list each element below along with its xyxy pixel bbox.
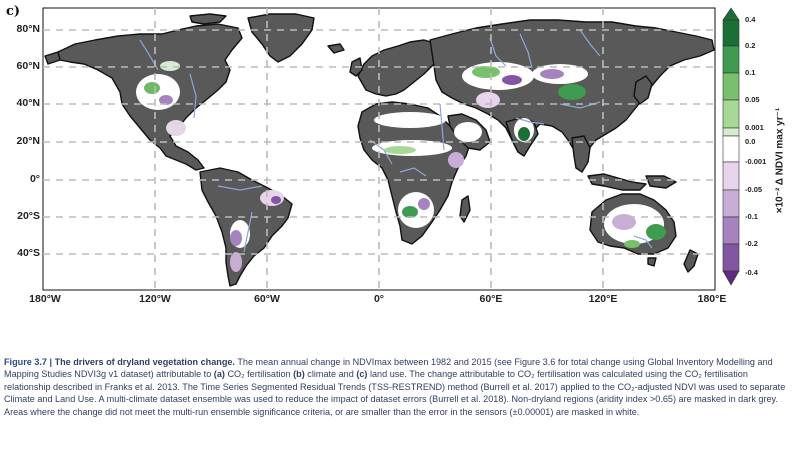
colorbar-tick-10: -0.4 xyxy=(745,268,758,277)
se-asia xyxy=(571,135,591,173)
river-amazon xyxy=(217,185,263,191)
lat-label-20s: 20°S xyxy=(17,210,40,222)
colorbar-bin-1 xyxy=(722,19,740,47)
colorbar-tick-4: 0.001 xyxy=(745,123,764,132)
lon-label-60e: 60°E xyxy=(479,293,503,305)
colorbar-cap-top xyxy=(722,7,740,21)
colorbar-tick-3: 0.05 xyxy=(745,95,760,104)
colorbar-tick-0: 0.4 xyxy=(745,15,756,24)
colorbar-bin-4 xyxy=(722,99,740,129)
river-niger xyxy=(369,139,393,165)
colorbar-tick-1: 0.2 xyxy=(745,41,756,50)
dryland-australia-green-south xyxy=(624,240,640,248)
caption-figure-number: Figure 3.7 | xyxy=(4,357,53,367)
caption-b-label: (b) xyxy=(293,369,305,380)
colorbar-tick-7: -0.05 xyxy=(745,185,763,194)
dryland-china-green xyxy=(558,84,586,100)
caption-a-label: (a) xyxy=(213,369,225,380)
river-ob xyxy=(489,37,507,67)
dryland-horn xyxy=(448,152,464,168)
iceland xyxy=(327,43,345,54)
tasmania xyxy=(647,257,657,267)
dryland-canada-prairies xyxy=(160,61,180,71)
lon-label-120e: 120°E xyxy=(588,293,618,305)
lon-label-0: 0° xyxy=(373,293,385,305)
colorbar-bin-5 xyxy=(722,127,740,137)
rivers xyxy=(139,29,653,253)
dryland-sahel-green xyxy=(384,146,416,154)
dryland-mexico xyxy=(166,120,186,136)
world-map xyxy=(42,7,740,291)
dryland-west-usa-green xyxy=(144,82,160,94)
lat-label-0: 0° xyxy=(29,173,40,185)
colorbar-tick-9: -0.2 xyxy=(745,239,758,248)
dryland-patagonia xyxy=(230,252,242,272)
lon-label-180w: 180°W xyxy=(29,293,61,305)
colorbar-bin-6 xyxy=(722,135,740,163)
dryland-ne-brazil-purple xyxy=(271,196,281,204)
lon-label-60w: 60°W xyxy=(254,293,280,305)
greenland xyxy=(247,13,315,63)
river-lena xyxy=(579,29,601,57)
river-yenisei xyxy=(519,33,533,69)
river-nile xyxy=(439,103,445,151)
lat-label-40s: 40°S xyxy=(17,247,40,259)
colorbar-bin-2 xyxy=(722,45,740,74)
arctic-islands xyxy=(189,13,227,25)
river-mississippi xyxy=(189,73,197,119)
dryland-india-green xyxy=(518,127,530,141)
caption-text-2: land use. The change attributable to CO₂… xyxy=(4,369,786,417)
colorbar-tick-6: -0.001 xyxy=(745,157,767,166)
dryland-chaco-purple xyxy=(230,230,242,246)
dryland-iran xyxy=(476,92,500,108)
colorbar-bin-7 xyxy=(722,161,740,191)
lon-label-180e: 180°E xyxy=(697,293,727,305)
figure-caption: Figure 3.7 | The drivers of dryland vege… xyxy=(4,356,792,418)
colorbar-tick-8: -0.1 xyxy=(745,212,758,221)
graticule xyxy=(43,8,715,290)
caption-a-text: CO₂ fertilisation xyxy=(224,369,294,380)
dryland-central-asia-green xyxy=(472,66,500,78)
dryland-southern-africa-purple xyxy=(418,198,430,210)
alaska-tip xyxy=(44,51,61,65)
panel-label: c) xyxy=(6,4,21,19)
dryland-sahara-strip xyxy=(374,112,446,128)
colorbar-bin-9 xyxy=(722,216,740,245)
lat-label-60n: 60°N xyxy=(16,60,40,72)
madagascar xyxy=(459,195,471,223)
dryland-change-regions xyxy=(136,61,666,272)
dryland-australia-purple xyxy=(612,214,636,230)
lat-label-40n: 40°N xyxy=(16,97,40,109)
caption-title: The drivers of dryland vegetation change… xyxy=(54,357,235,367)
river-parana xyxy=(243,211,253,253)
caption-text-1: The mean annual change in NDVImax betwee… xyxy=(4,357,773,380)
dryland-australia-green-east xyxy=(646,224,666,240)
colorbar-bin-3 xyxy=(722,72,740,101)
japan xyxy=(633,75,653,105)
new-guinea xyxy=(645,175,677,189)
caption-b-text: climate and xyxy=(304,369,357,380)
lat-label-20n: 20°N xyxy=(16,135,40,147)
dryland-central-asia-purple xyxy=(502,75,522,85)
caption-c-label: (c) xyxy=(356,369,368,380)
river-ganges xyxy=(515,117,545,125)
colorbar-bin-10 xyxy=(722,243,740,272)
river-congo xyxy=(399,167,427,177)
lat-label-80n: 80°N xyxy=(16,23,40,35)
africa xyxy=(357,101,471,245)
colorbar-cap-bottom xyxy=(722,270,740,286)
river-murray xyxy=(633,235,653,249)
colorbar-tick-2: 0.1 xyxy=(745,68,756,77)
lon-label-120w: 120°W xyxy=(139,293,171,305)
dryland-mongolia-purple xyxy=(540,69,564,79)
colorbar-tick-5: 0.0 xyxy=(745,137,756,146)
figure-panel: c) 80°N 60°N 40°N 20°N 0° 20°S 40°S 180°… xyxy=(6,4,786,305)
colorbar-unit-label: ×10⁻² Δ NDVI max yr⁻¹ xyxy=(774,107,786,214)
colorbar-bin-8 xyxy=(722,189,740,218)
dryland-west-usa-purple xyxy=(159,95,173,105)
dryland-southern-africa-green xyxy=(402,206,418,218)
dryland-arabia xyxy=(454,122,482,142)
colorbar xyxy=(722,7,740,286)
